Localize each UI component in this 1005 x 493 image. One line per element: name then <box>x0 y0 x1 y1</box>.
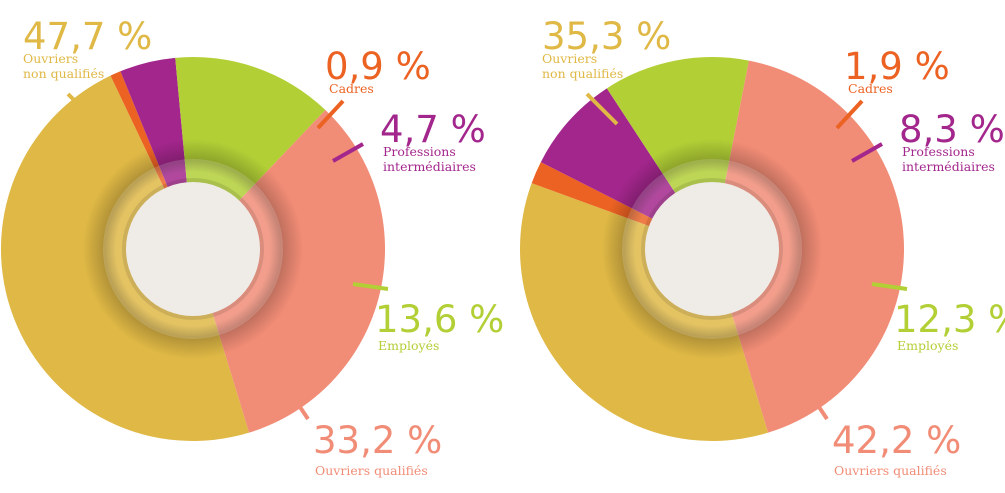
leader-line-employes <box>871 282 908 291</box>
leader-line-cadres <box>316 99 345 130</box>
value-label-professions-intermediaires: 8,3 % <box>899 108 1005 151</box>
category-label-ouvriers-non-qualifies: Ouvriers <box>542 51 597 66</box>
category-label-ouvriers-qualifies: Ouvriers qualifiés <box>315 463 428 478</box>
center-hole <box>645 182 779 316</box>
value-label-ouvriers-qualifies: 42,2 % <box>832 419 961 462</box>
value-label-ouvriers-qualifies: 33,2 % <box>313 419 442 462</box>
leader-line-employes <box>352 282 389 291</box>
center-hole <box>126 182 260 316</box>
category-label-ouvriers-non-qualifies: non qualifiés <box>542 66 623 81</box>
category-label-ouvriers-qualifies: Ouvriers qualifiés <box>834 463 947 478</box>
value-label-ouvriers-non-qualifies: 47,7 % <box>23 15 152 58</box>
value-label-cadres: 1,9 % <box>844 45 950 88</box>
category-label-professions-intermediaires: Professions <box>902 144 975 159</box>
leader-line-ouvriers-non-qualifies <box>585 92 619 126</box>
category-label-professions-intermediaires: intermédiaires <box>902 159 995 174</box>
category-label-employes: Employés <box>378 338 439 353</box>
value-label-cadres: 0,9 % <box>325 45 431 88</box>
leader-line-ouvriers-qualifies <box>286 387 310 421</box>
category-label-professions-intermediaires: Professions <box>383 144 456 159</box>
value-label-employes: 12,3 % <box>894 298 1005 341</box>
value-label-ouvriers-non-qualifies: 35,3 % <box>542 15 671 58</box>
value-label-professions-intermediaires: 4,7 % <box>380 108 486 151</box>
category-label-ouvriers-non-qualifies: non qualifiés <box>23 66 104 81</box>
category-label-professions-intermediaires: intermédiaires <box>383 159 476 174</box>
leader-line-professions-intermediaires <box>332 142 364 163</box>
leader-line-cadres <box>835 99 864 130</box>
category-label-cadres: Cadres <box>848 81 893 96</box>
leader-line-professions-intermediaires <box>851 142 883 163</box>
category-label-ouvriers-non-qualifies: Ouvriers <box>23 51 78 66</box>
category-label-cadres: Cadres <box>329 81 374 96</box>
value-label-employes: 13,6 % <box>375 298 504 341</box>
category-label-employes: Employés <box>897 338 958 353</box>
leader-line-ouvriers-qualifies <box>805 387 829 421</box>
leader-line-ouvriers-non-qualifies <box>66 92 100 126</box>
